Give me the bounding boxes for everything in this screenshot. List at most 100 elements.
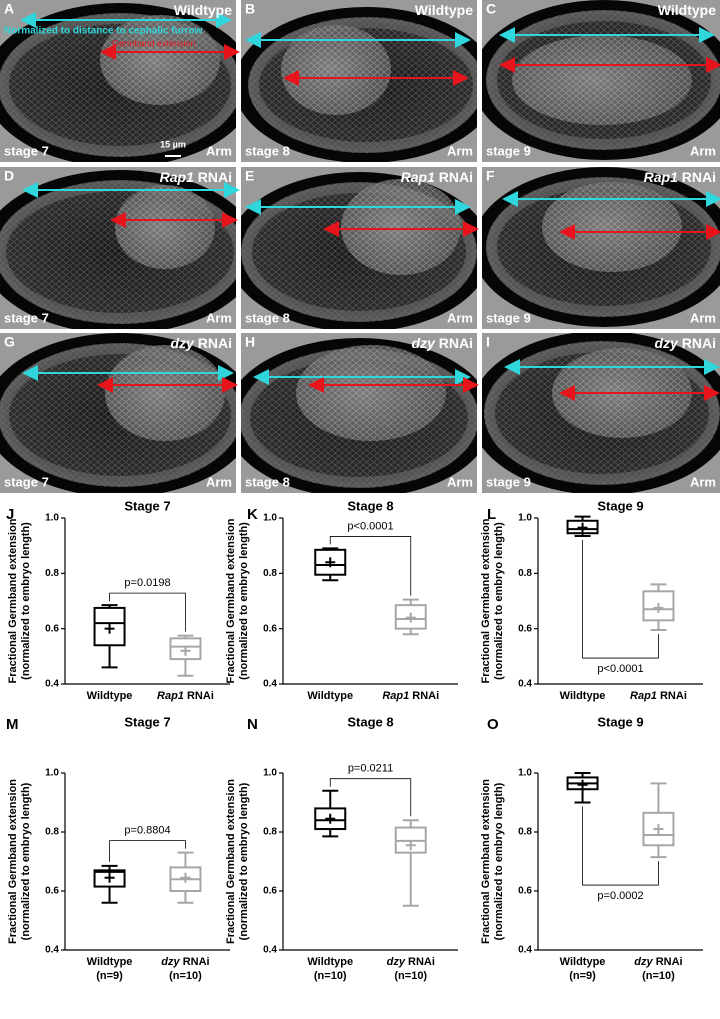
genotype-label: dzy RNAi [655,335,716,351]
stage-label: stage 7 [4,143,49,158]
box-chart: O Stage 9 Fractional Germband extension (no… [480,714,703,982]
embryo-edge [487,11,720,149]
genotype-label: Wildtype [415,2,473,18]
chart-title: Stage 7 [124,714,170,729]
gene-name: dzy [412,335,437,351]
stage-label: stage 9 [486,474,531,489]
significance-bracket [582,806,659,886]
group-name: RNAi [660,690,687,702]
marker-label: Arm [690,474,716,489]
image-panel: E Rap1 RNAi stage 8 Arm [241,167,479,329]
genotype-name: RNAi [439,335,473,351]
y-tick-label: 0.8 [518,827,532,838]
genotype-label: Wildtype [658,2,716,18]
marker-label: Arm [206,474,232,489]
x-tick-label: dzy RNAi [161,956,209,968]
gene-name: dzy [161,956,180,968]
x-tick-label: Wildtype [560,690,606,702]
stage-label: stage 9 [486,143,531,158]
image-panel: A Wildtype stage 7 Arm Normalized to distanc… [0,0,240,162]
panel-letter: L [487,506,496,523]
p-value: p=0.8804 [124,825,170,837]
micrograph [0,167,236,329]
mean [405,840,416,851]
genotype-name: RNAi [682,169,716,185]
y-tick-label: 0.4 [263,945,277,956]
panel-letter: J [6,506,14,523]
germband-cells [296,345,446,441]
group-name: RNAi [187,690,214,702]
chart-title: Stage 9 [597,498,643,513]
y-tick-label: 1.0 [263,768,277,779]
x-tick-label: Wildtype [560,956,606,968]
chart-title: Stage 8 [347,498,393,513]
germband-cells [542,182,682,272]
y-tick-label: 0.4 [263,679,277,690]
y-tick-label: 0.4 [518,945,532,956]
gene-name: dzy [655,335,680,351]
y-axis-label: (normalized to embryo length) [20,782,32,940]
y-tick-label: 0.6 [518,886,532,897]
group-name: RNAi [183,956,210,968]
micrograph [482,0,720,162]
group-n: (n=10) [394,970,427,982]
mean [104,872,115,883]
y-axis-label: Fractional Germband extension [7,518,19,683]
y-tick-label: 1.0 [45,513,59,524]
significance-bracket [109,592,186,632]
y-tick-label: 0.8 [45,827,59,838]
genotype-label: Rap1 RNAi [401,169,473,185]
marker-label: Arm [206,143,232,158]
y-tick-label: 1.0 [518,768,532,779]
mean [405,612,416,623]
marker-label: Arm [690,310,716,325]
x-tick-label: Rap1 RNAi [630,690,687,702]
micrograph [241,333,477,493]
genotype-name: RNAi [198,169,232,185]
gene-name: dzy [634,956,653,968]
x-tick-label: Rap1 RNAi [382,690,439,702]
panel-letter: N [247,716,258,733]
image-panel: F Rap1 RNAi stage 9 Arm [482,167,720,329]
genotype-name: RNAi [439,169,473,185]
annotation: Normalized to distance to cephalic furro… [4,26,203,37]
genotype-label: dzy RNAi [412,335,473,351]
mean [104,623,115,634]
marker-label: Arm [447,310,473,325]
mean [325,557,336,568]
y-tick-label: 0.6 [263,886,277,897]
panel-letter: M [6,716,19,733]
y-axis-label: Fractional Germband extension [225,779,237,944]
group-name: Wildtype [87,690,133,702]
box-chart: L Stage 9 Fractional Germband extension (no… [480,498,703,702]
y-axis-label: Fractional Germband extension [480,779,492,944]
annotation: Germband extension [112,38,196,48]
scale-label: 15 µm [160,139,186,149]
micrograph [482,333,720,493]
gene-name: dzy [387,956,406,968]
genotype-name: RNAi [198,335,232,351]
group-n: (n=9) [569,970,596,982]
group-n: (n=9) [96,970,123,982]
y-axis-label: (normalized to embryo length) [20,522,32,680]
y-tick-label: 0.6 [45,886,59,897]
mean [577,522,588,533]
mean [180,872,191,883]
p-value: p=0.0002 [597,890,643,902]
y-axis-label: (normalized to embryo length) [493,522,505,680]
y-axis-label: Fractional Germband extension [7,779,19,944]
y-axis-label: Fractional Germband extension [480,518,492,683]
stage-label: stage 7 [4,310,49,325]
significance-bracket [582,539,659,659]
embryo-edge [485,342,719,484]
germband-cells [105,345,225,441]
genotype-label: Rap1 RNAi [644,169,716,185]
micrograph [482,167,720,329]
stage-label: stage 9 [486,310,531,325]
y-tick-label: 0.6 [518,623,532,634]
gene-name: Rap1 [382,690,409,702]
panel-letter: E [245,168,254,184]
genotype-name: Wildtype [658,2,716,18]
box-chart: J Stage 7 Fractional Germband extension (no… [6,498,230,702]
panel-letter: H [245,334,255,350]
